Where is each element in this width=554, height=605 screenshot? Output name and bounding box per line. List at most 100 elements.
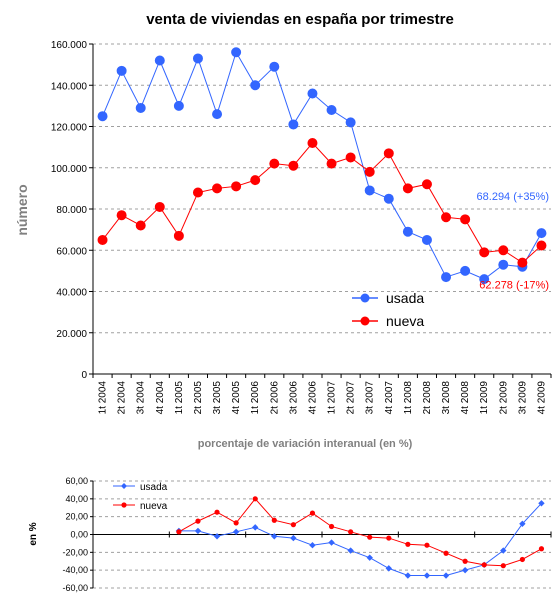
sub-y-tick-label: -40,00 <box>62 565 88 575</box>
variation-point-nueva <box>405 541 411 547</box>
data-point-nueva <box>269 158 280 169</box>
variation-point-nueva <box>424 542 430 548</box>
series-line-nueva <box>102 142 542 264</box>
variation-line-nueva <box>178 498 542 567</box>
main-x-tick-label: 3t 2009 <box>517 381 528 415</box>
data-point-usada <box>479 274 490 285</box>
data-point-nueva <box>421 179 432 190</box>
variation-point-usada <box>213 533 221 540</box>
main-x-tick-label: 4t 2005 <box>231 381 242 415</box>
data-point-usada <box>402 226 413 237</box>
data-point-nueva <box>192 187 203 198</box>
data-point-nueva <box>154 201 165 212</box>
variation-point-nueva <box>348 529 354 535</box>
main-x-tick-label: 2t 2004 <box>117 381 128 415</box>
legend-label-usada: usada <box>386 290 424 306</box>
data-point-usada <box>269 61 280 72</box>
variation-point-nueva <box>519 556 525 563</box>
variation-point-nueva <box>271 517 277 523</box>
sub-legend-label-usada: usada <box>140 482 168 493</box>
data-point-usada <box>364 185 375 196</box>
variation-point-nueva <box>386 535 392 541</box>
variation-point-nueva <box>195 518 201 524</box>
end-value-annotation-nueva: 62.278 (-17%) <box>479 280 549 292</box>
data-point-nueva <box>345 152 356 163</box>
data-point-usada <box>307 88 318 99</box>
variation-point-usada <box>271 533 278 540</box>
variation-point-nueva <box>462 558 468 564</box>
variation-point-nueva <box>214 509 220 515</box>
data-point-nueva <box>383 148 394 159</box>
main-chart: 0 20.000 40.000 60.000 80.000 100.000 120.000 1… <box>51 40 552 415</box>
main-x-tick-label: 1t 2009 <box>479 381 490 415</box>
data-point-usada <box>231 47 242 58</box>
variation-point-usada <box>290 534 297 542</box>
main-x-tick-label: 3t 2005 <box>212 381 223 415</box>
main-x-tick-label: 1t 2004 <box>98 381 109 415</box>
legend-label-nueva: nueva <box>386 313 424 329</box>
variation-point-usada <box>194 527 202 535</box>
legend-marker-usada <box>360 293 370 303</box>
data-point-nueva <box>231 181 242 192</box>
main-x-tick-label: 1t 2005 <box>174 381 185 415</box>
data-point-usada <box>288 119 299 130</box>
variation-point-nueva <box>328 523 335 530</box>
main-x-tick-label: 4t 2004 <box>155 381 166 415</box>
end-value-annotation-usada: 68.294 (+35%) <box>477 191 549 203</box>
data-point-usada <box>498 259 509 270</box>
data-point-usada <box>116 65 127 76</box>
variation-point-usada <box>442 572 450 579</box>
data-point-usada <box>154 55 165 66</box>
variation-point-nueva <box>309 510 316 516</box>
data-point-nueva <box>441 212 452 223</box>
variation-point-usada <box>500 547 507 554</box>
data-point-nueva <box>307 138 318 148</box>
variation-point-nueva <box>500 563 506 569</box>
variation-point-nueva <box>290 522 296 528</box>
main-y-tick-label: 140.000 <box>51 81 88 92</box>
main-chart-title: venta de viviendas en españa por trimest… <box>146 11 454 28</box>
variation-point-usada <box>538 500 545 507</box>
data-point-usada <box>135 102 146 113</box>
variation-point-usada <box>423 572 431 579</box>
data-point-nueva <box>135 220 146 231</box>
main-x-tick-label: 1t 2007 <box>327 381 338 415</box>
main-x-tick-label: 3t 2004 <box>136 381 147 415</box>
data-point-nueva <box>173 230 184 241</box>
variation-point-nueva <box>443 550 449 556</box>
sub-y-tick-label: 40,00 <box>65 494 88 504</box>
variation-chart: -60,00 -40,00 -20,00 0,00 20,00 40,00 60,00 usa… <box>62 476 552 593</box>
sub-legend-label-nueva: nueva <box>140 501 168 512</box>
variation-point-usada <box>328 539 335 546</box>
main-y-tick-label: 80.000 <box>56 205 87 216</box>
main-y-tick-label: 120.000 <box>51 123 88 134</box>
data-point-nueva <box>97 234 108 245</box>
sub-legend-marker-nueva <box>121 502 127 508</box>
variation-point-usada <box>404 572 412 579</box>
data-point-usada <box>460 265 471 276</box>
sub-legend-marker-usada <box>121 483 127 489</box>
legend-marker-nueva <box>360 316 370 326</box>
main-y-tick-label: 0 <box>81 370 87 381</box>
main-y-tick-label: 60.000 <box>56 246 87 257</box>
sub-y-tick-label: 0,00 <box>70 530 88 540</box>
data-point-usada <box>250 80 261 91</box>
data-point-nueva <box>116 210 127 221</box>
variation-point-usada <box>232 528 240 536</box>
main-x-tick-label: 4t 2006 <box>307 381 318 415</box>
main-x-tick-label: 4t 2008 <box>460 381 471 415</box>
main-x-tick-label: 3t 2006 <box>288 381 299 415</box>
variation-point-usada <box>461 566 469 574</box>
main-y-tick-label: 20.000 <box>56 329 87 340</box>
main-x-tick-label: 3t 2007 <box>365 381 376 415</box>
data-point-usada <box>421 234 432 245</box>
main-x-tick-label: 1t 2006 <box>250 381 261 415</box>
sub-y-axis-label: en % <box>28 522 39 545</box>
main-x-tick-label: 2t 2007 <box>346 381 357 415</box>
main-x-tick-label: 2t 2005 <box>193 381 204 415</box>
data-point-usada <box>536 228 547 239</box>
data-point-usada <box>173 100 184 111</box>
main-x-tick-label: 4t 2007 <box>384 381 395 415</box>
sub-y-tick-label: 20,00 <box>65 512 88 522</box>
